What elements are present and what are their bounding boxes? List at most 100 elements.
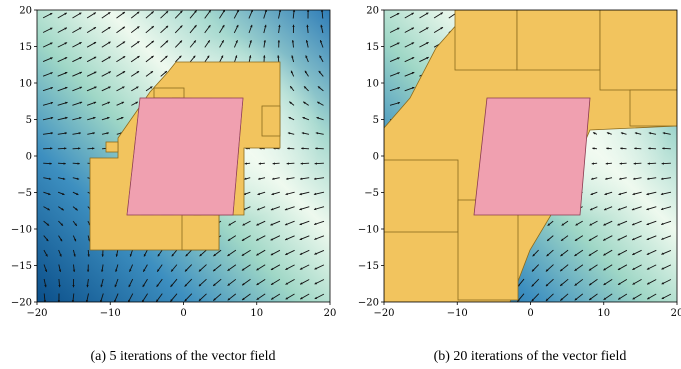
vector-arrow-head	[49, 162, 52, 165]
vector-arrow-head	[65, 86, 68, 90]
vector-arrow-head	[603, 282, 606, 285]
x-tick-label: 0	[527, 308, 533, 319]
vector-arrow-head	[270, 267, 274, 270]
vector-arrow-head	[122, 86, 125, 89]
vector-arrow-head	[603, 223, 606, 226]
vector-arrow-head	[561, 223, 565, 226]
vector-arrow-head	[603, 268, 606, 271]
vector-arrow-head	[264, 10, 267, 13]
vector-arrow-head	[185, 269, 188, 272]
vector-arrow-head	[440, 27, 443, 30]
vector-arrow-head	[591, 177, 594, 180]
y-tick-label: 20	[366, 6, 379, 17]
vector-arrow-head	[397, 87, 400, 90]
vector-arrow-head	[606, 147, 609, 150]
vector-arrow-head	[314, 237, 317, 240]
vector-arrow-head	[662, 147, 665, 150]
vector-arrow-head	[270, 253, 274, 256]
initial-set	[473, 97, 591, 216]
vector-arrow-head	[249, 40, 252, 43]
vector-arrow-head	[633, 177, 636, 180]
vector-arrow-head	[646, 222, 649, 226]
vector-arrow-head	[314, 267, 317, 270]
vector-arrow-head	[79, 116, 82, 120]
vector-arrow-head	[661, 207, 664, 211]
vector-arrow-head	[122, 71, 126, 74]
vector-arrow-head	[137, 41, 140, 44]
vector-arrow-head	[122, 26, 125, 29]
y-tick-label: 20	[19, 6, 32, 17]
vector-arrow-head	[64, 72, 68, 75]
vector-arrow-head	[588, 268, 592, 271]
vector-arrow-head	[662, 132, 666, 135]
vector-arrow-head	[49, 13, 53, 16]
vector-arrow-head	[179, 55, 182, 59]
vector-arrow-head	[75, 208, 78, 211]
vector-arrow-head	[227, 298, 231, 301]
vector-arrow-head	[661, 267, 664, 270]
vector-arrow-head	[213, 268, 216, 272]
vector-arrow-head	[545, 298, 549, 301]
vector-arrow-head	[194, 10, 197, 13]
vector-arrow-head	[271, 192, 274, 196]
vector-arrow-head	[171, 269, 174, 272]
vector-arrow-head	[50, 57, 53, 60]
vector-arrow-head	[632, 267, 635, 270]
y-tick-label: 15	[366, 42, 379, 53]
vector-arrow-head	[314, 252, 317, 255]
vector-arrow-head	[142, 299, 145, 302]
vector-arrow-head	[291, 55, 294, 58]
vector-arrow-head	[78, 147, 81, 150]
vector-arrow-head	[222, 25, 225, 28]
vector-arrow-head	[545, 269, 549, 272]
vector-arrow-head	[221, 40, 224, 43]
axis-ticks: −20 −10 0 10 20 20 15 10 5 0 −5 −10 −15 −20	[358, 6, 681, 320]
panel-a: −20 −10 0 10 20 20 15 10 5 0 −5 −10 −15 −20 (a) 5 ite…	[11, 6, 336, 365]
vector-arrow-head	[228, 223, 231, 226]
vector-arrow-head	[78, 132, 81, 135]
y-tick-label: −15	[358, 261, 379, 272]
vector-arrow-head	[256, 297, 260, 300]
vector-arrow-head	[79, 27, 82, 30]
vector-arrow-head	[647, 177, 650, 180]
vector-arrow-head	[574, 238, 578, 241]
vector-arrow-head	[157, 253, 160, 257]
vector-arrow-head	[618, 297, 621, 300]
y-tick-label: −20	[11, 298, 32, 309]
vector-arrow-head	[300, 282, 303, 285]
x-tick-label: −10	[447, 308, 468, 319]
vector-arrow-head	[108, 86, 111, 89]
vector-arrow-head	[45, 254, 48, 257]
vector-arrow-head	[64, 27, 67, 30]
vector-arrow-head	[286, 177, 289, 180]
vector-arrow-head	[632, 223, 635, 226]
vector-arrow-head	[143, 269, 146, 272]
vector-arrow-head	[92, 147, 95, 150]
vector-arrow-head	[165, 55, 168, 59]
vector-arrow-head	[207, 40, 210, 43]
vector-arrow-head	[48, 192, 51, 196]
vector-arrow-head	[170, 299, 173, 302]
vector-arrow-head	[411, 72, 415, 75]
vector-arrow-head	[397, 42, 400, 45]
vector-arrow-head	[100, 284, 103, 288]
vector-arrow-head	[49, 27, 53, 30]
vector-arrow-head	[65, 101, 68, 105]
vector-arrow-head	[289, 101, 292, 104]
vector-arrow-head	[603, 238, 606, 241]
vector-arrow-head	[299, 207, 302, 211]
vector-arrow-head	[315, 147, 318, 150]
vector-arrow-head	[592, 147, 595, 150]
vector-arrow-head	[285, 238, 288, 241]
vector-arrow-head	[64, 57, 68, 60]
vector-arrow-head	[50, 132, 53, 135]
vector-arrow-head	[285, 192, 288, 196]
vector-arrow-head	[256, 253, 259, 256]
vector-arrow-head	[64, 42, 68, 45]
vector-arrow-head	[164, 71, 167, 74]
vector-arrow-head	[606, 132, 610, 135]
vector-arrow-head	[256, 268, 259, 271]
vector-arrow-head	[193, 40, 196, 43]
vector-arrow-head	[242, 223, 245, 226]
vector-arrow-head	[92, 132, 95, 135]
